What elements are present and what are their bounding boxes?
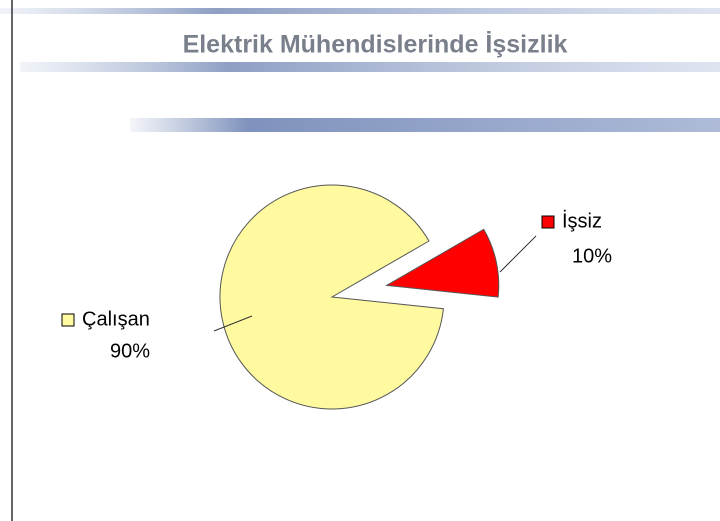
slice-value-label: 10% [572,245,612,267]
leader-line [499,235,537,273]
slice-value-label: 90% [110,340,150,362]
legend-swatch [61,313,75,327]
slice-label: İşsiz [562,209,602,232]
chart-title: Elektrik Mühendislerinde İşsizlik [183,31,568,59]
decor-bar [0,8,720,14]
slice-label: Çalışan [82,308,150,330]
pie-slice [385,228,500,298]
legend-swatch [541,215,555,229]
decor-bar [130,118,720,132]
leader-line [213,315,253,332]
decor-bar [20,62,720,72]
pie-slice [219,184,444,410]
